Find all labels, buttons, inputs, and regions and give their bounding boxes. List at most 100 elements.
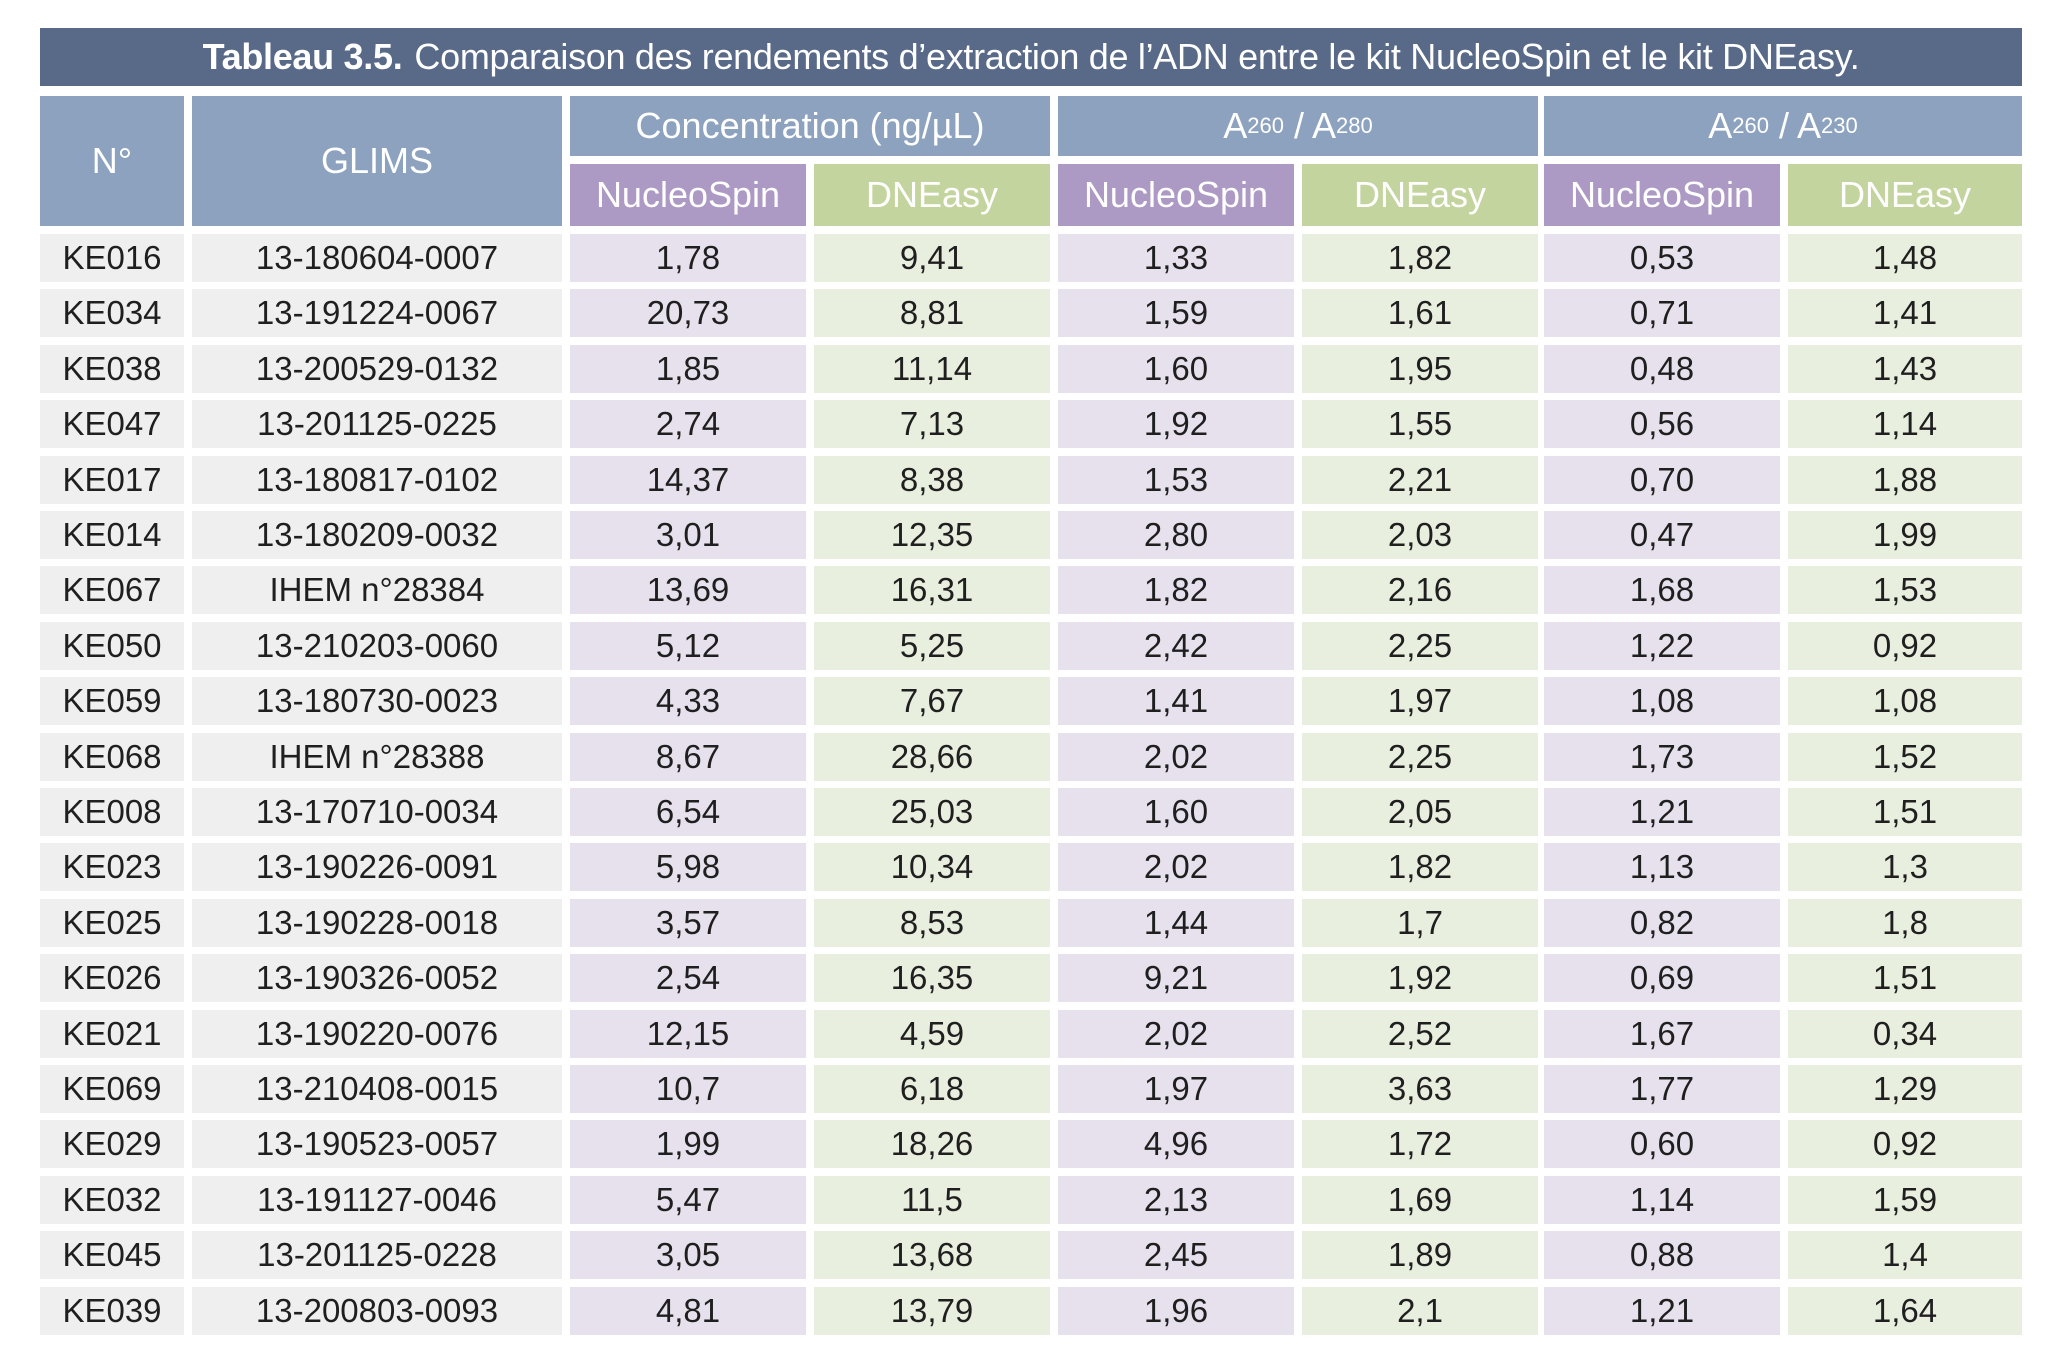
- cell-a230-dneasy: 1,48: [1788, 234, 2022, 282]
- cell-concentration-nucleospin: 4,81: [570, 1287, 806, 1335]
- cell-concentration-nucleospin: 3,57: [570, 899, 806, 947]
- cell-a280-nucleospin: 2,42: [1058, 622, 1294, 670]
- a280-sub2: 280: [1336, 113, 1373, 138]
- cell-a230-dneasy: 1,51: [1788, 788, 2022, 836]
- cell-a230-nucleospin: 1,77: [1544, 1065, 1780, 1113]
- cell-concentration-nucleospin: 2,74: [570, 400, 806, 448]
- cell-a230-dneasy: 1,8: [1788, 899, 2022, 947]
- cell-concentration-nucleospin: 12,15: [570, 1010, 806, 1058]
- cell-glims: 13-190228-0018: [192, 899, 562, 947]
- cell-a230-nucleospin: 0,70: [1544, 456, 1780, 504]
- header-glims: GLIMS: [192, 96, 562, 226]
- cell-a230-nucleospin: 1,73: [1544, 733, 1780, 781]
- cell-a230-nucleospin: 1,08: [1544, 677, 1780, 725]
- cell-a280-dneasy: 1,82: [1302, 234, 1538, 282]
- cell-concentration-dneasy: 11,5: [814, 1176, 1050, 1224]
- cell-a280-nucleospin: 1,92: [1058, 400, 1294, 448]
- cell-a230-nucleospin: 0,71: [1544, 289, 1780, 337]
- cell-a230-nucleospin: 1,68: [1544, 566, 1780, 614]
- cell-a280-nucleospin: 1,44: [1058, 899, 1294, 947]
- cell-a280-dneasy: 1,55: [1302, 400, 1538, 448]
- cell-concentration-dneasy: 13,79: [814, 1287, 1050, 1335]
- cell-concentration-nucleospin: 13,69: [570, 566, 806, 614]
- cell-no: KE032: [40, 1176, 184, 1224]
- cell-concentration-dneasy: 25,03: [814, 788, 1050, 836]
- cell-a230-dneasy: 1,3: [1788, 843, 2022, 891]
- cell-concentration-dneasy: 8,81: [814, 289, 1050, 337]
- cell-no: KE023: [40, 843, 184, 891]
- cell-a230-dneasy: 0,92: [1788, 622, 2022, 670]
- header-a230-dneasy: DNEasy: [1788, 164, 2022, 226]
- cell-a280-nucleospin: 1,96: [1058, 1287, 1294, 1335]
- cell-glims: 13-191127-0046: [192, 1176, 562, 1224]
- cell-a230-nucleospin: 1,67: [1544, 1010, 1780, 1058]
- cell-a280-nucleospin: 1,60: [1058, 788, 1294, 836]
- cell-a280-nucleospin: 1,33: [1058, 234, 1294, 282]
- cell-concentration-nucleospin: 3,01: [570, 511, 806, 559]
- cell-glims: 13-170710-0034: [192, 788, 562, 836]
- cell-concentration-dneasy: 16,35: [814, 954, 1050, 1002]
- cell-no: KE039: [40, 1287, 184, 1335]
- cell-no: KE025: [40, 899, 184, 947]
- cell-a280-nucleospin: 2,13: [1058, 1176, 1294, 1224]
- cell-concentration-nucleospin: 8,67: [570, 733, 806, 781]
- cell-concentration-nucleospin: 5,47: [570, 1176, 806, 1224]
- cell-a230-dneasy: 0,92: [1788, 1120, 2022, 1168]
- cell-a280-nucleospin: 1,82: [1058, 566, 1294, 614]
- cell-a280-dneasy: 2,21: [1302, 456, 1538, 504]
- header-no: N°: [40, 96, 184, 226]
- cell-concentration-nucleospin: 6,54: [570, 788, 806, 836]
- cell-a230-nucleospin: 0,56: [1544, 400, 1780, 448]
- header-a230-nucleospin: NucleoSpin: [1544, 164, 1780, 226]
- cell-a280-dneasy: 2,25: [1302, 733, 1538, 781]
- cell-no: KE045: [40, 1231, 184, 1279]
- table-caption: Tableau 3.5. Comparaison des rendements …: [40, 28, 2022, 86]
- cell-glims: 13-201125-0228: [192, 1231, 562, 1279]
- cell-concentration-dneasy: 9,41: [814, 234, 1050, 282]
- cell-a280-dneasy: 2,16: [1302, 566, 1538, 614]
- cell-a280-nucleospin: 2,80: [1058, 511, 1294, 559]
- cell-a280-dneasy: 1,82: [1302, 843, 1538, 891]
- cell-a280-nucleospin: 1,41: [1058, 677, 1294, 725]
- cell-glims: 13-190326-0052: [192, 954, 562, 1002]
- cell-a280-dneasy: 1,7: [1302, 899, 1538, 947]
- cell-a280-nucleospin: 4,96: [1058, 1120, 1294, 1168]
- cell-a280-dneasy: 3,63: [1302, 1065, 1538, 1113]
- cell-a280-dneasy: 2,25: [1302, 622, 1538, 670]
- header-a260-a280: A 260 / A 280: [1058, 96, 1538, 156]
- cell-a230-dneasy: 1,08: [1788, 677, 2022, 725]
- cell-concentration-dneasy: 8,38: [814, 456, 1050, 504]
- cell-a230-dneasy: 1,41: [1788, 289, 2022, 337]
- cell-a280-dneasy: 1,69: [1302, 1176, 1538, 1224]
- cell-a230-dneasy: 1,4: [1788, 1231, 2022, 1279]
- cell-glims: 13-200529-0132: [192, 345, 562, 393]
- cell-glims: 13-201125-0225: [192, 400, 562, 448]
- cell-concentration-nucleospin: 3,05: [570, 1231, 806, 1279]
- cell-no: KE016: [40, 234, 184, 282]
- cell-glims: 13-190523-0057: [192, 1120, 562, 1168]
- cell-a280-nucleospin: 2,02: [1058, 1010, 1294, 1058]
- cell-a280-dneasy: 1,95: [1302, 345, 1538, 393]
- cell-concentration-dneasy: 12,35: [814, 511, 1050, 559]
- header-a280-dneasy: DNEasy: [1302, 164, 1538, 226]
- cell-a230-nucleospin: 1,21: [1544, 1287, 1780, 1335]
- cell-a280-dneasy: 2,05: [1302, 788, 1538, 836]
- cell-a230-nucleospin: 1,14: [1544, 1176, 1780, 1224]
- cell-a280-nucleospin: 2,02: [1058, 843, 1294, 891]
- cell-no: KE021: [40, 1010, 184, 1058]
- header-a260-a230: A 260 / A 230: [1544, 96, 2022, 156]
- a230-sep: / A: [1768, 105, 1822, 146]
- cell-concentration-nucleospin: 1,85: [570, 345, 806, 393]
- cell-a280-nucleospin: 1,97: [1058, 1065, 1294, 1113]
- cell-a230-dneasy: 1,52: [1788, 733, 2022, 781]
- cell-no: KE017: [40, 456, 184, 504]
- cell-a230-nucleospin: 1,13: [1544, 843, 1780, 891]
- cell-no: KE068: [40, 733, 184, 781]
- cell-concentration-dneasy: 6,18: [814, 1065, 1050, 1113]
- a230-main: A: [1708, 105, 1733, 146]
- cell-a280-nucleospin: 2,45: [1058, 1231, 1294, 1279]
- cell-no: KE050: [40, 622, 184, 670]
- cell-glims: IHEM n°28384: [192, 566, 562, 614]
- cell-no: KE047: [40, 400, 184, 448]
